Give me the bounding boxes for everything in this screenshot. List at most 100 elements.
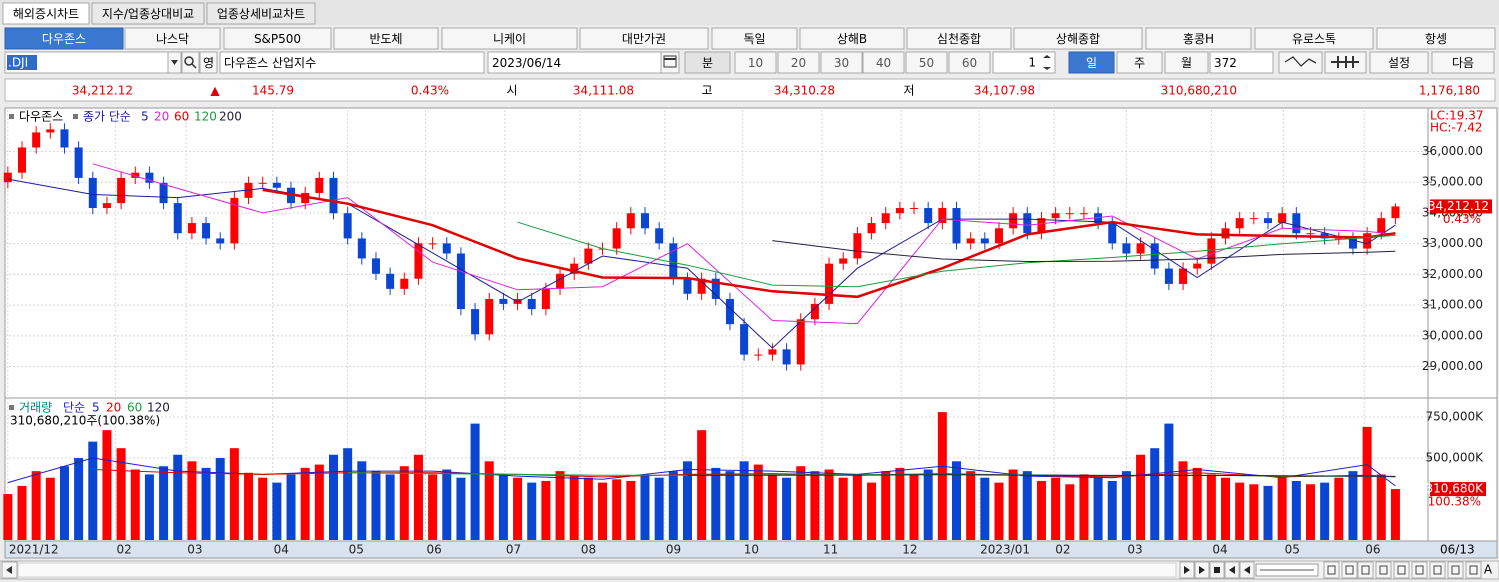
volume-bar (1263, 485, 1273, 540)
minute-option[interactable] (734, 51, 777, 74)
candle-body (485, 298, 494, 335)
volume-bar (1008, 469, 1018, 540)
volume-bar (1036, 480, 1046, 540)
next-button[interactable] (1431, 51, 1495, 74)
candle-body (272, 182, 281, 188)
minute-option[interactable] (948, 51, 991, 74)
tool-button[interactable] (1429, 561, 1446, 579)
market-button[interactable] (124, 27, 221, 50)
candle-body (1391, 206, 1400, 219)
candle-body (145, 172, 154, 183)
minute-option[interactable] (777, 51, 820, 74)
market-button[interactable] (1145, 27, 1252, 50)
x-tick-label: 02 (1055, 543, 1070, 557)
period-button[interactable] (1116, 51, 1163, 74)
candle-body (343, 213, 352, 239)
tool-button[interactable] (1411, 561, 1428, 579)
name-field[interactable] (219, 51, 485, 74)
tool-button[interactable] (1465, 561, 1482, 579)
volume-bar (668, 471, 678, 540)
y-tick-label: 30,000.00 (1422, 328, 1483, 342)
market-button[interactable] (1013, 27, 1143, 50)
tool-icon (1345, 565, 1354, 575)
tool-button[interactable] (1341, 561, 1358, 579)
legend-entry: 20 (106, 401, 121, 415)
tool-button[interactable] (1393, 561, 1410, 579)
market-button[interactable] (441, 27, 578, 50)
market-button[interactable] (711, 27, 798, 50)
market-button[interactable] (4, 27, 124, 50)
market-button-label: 심천종합 (937, 31, 981, 46)
x-tick-label: 10 (744, 543, 759, 557)
candle-body (754, 354, 763, 356)
period-button[interactable] (1164, 51, 1209, 74)
volume-tag (1430, 482, 1486, 497)
minute-option-label: 30 (834, 56, 849, 70)
tab[interactable] (206, 2, 316, 25)
minute-option-label: 60 (962, 56, 977, 70)
axis-annotation: HC:-7.42 (1430, 121, 1483, 135)
x-tick-label: 06 (427, 543, 442, 557)
candle-body (740, 324, 749, 355)
settings-button[interactable] (1369, 51, 1429, 74)
count-field[interactable] (1209, 51, 1274, 74)
volume-bar (300, 467, 310, 540)
candle-body (1278, 213, 1287, 224)
market-button[interactable] (223, 27, 332, 50)
volume-bar (498, 474, 508, 540)
market-button[interactable] (1254, 27, 1374, 50)
y-tick-label: 750,000K (1426, 410, 1485, 424)
tool-button[interactable] (1323, 561, 1340, 579)
calendar-button[interactable] (660, 51, 680, 74)
market-button[interactable] (333, 27, 439, 50)
market-button[interactable] (799, 27, 905, 50)
market-button[interactable] (1376, 27, 1496, 50)
tab[interactable] (2, 2, 90, 25)
minute-option[interactable] (820, 51, 863, 74)
volume-bar (583, 477, 593, 540)
period-button-label: 일 (1086, 56, 1097, 70)
minute-option[interactable] (862, 51, 905, 74)
volume-bar (980, 477, 990, 540)
count-field-label: 372 (1214, 56, 1237, 70)
market-button-label: 니케이 (493, 32, 526, 46)
tab[interactable] (91, 2, 205, 25)
period-button[interactable] (1068, 51, 1115, 74)
x-tick-label: 05 (349, 543, 364, 557)
line-tool-button[interactable] (1278, 51, 1323, 74)
market-button[interactable] (579, 27, 709, 50)
market-button-label: 상해종합 (1056, 32, 1100, 46)
x-tick-label: 04 (274, 543, 289, 557)
search-icon (184, 56, 194, 66)
volume-bar (1235, 482, 1245, 540)
volume-bar (1051, 477, 1061, 540)
volume-bar (682, 461, 692, 540)
minute-button[interactable] (684, 51, 731, 74)
tool-button[interactable] (1375, 561, 1392, 579)
volume-bar (753, 464, 763, 540)
candle-body (612, 228, 621, 249)
candle-body (60, 129, 69, 148)
volume-bar (357, 461, 367, 540)
candle-body (825, 263, 834, 304)
unit-spinner[interactable] (992, 51, 1056, 74)
candle-body (513, 298, 522, 304)
volume-bar (286, 474, 296, 540)
quote-low: 34,107.98 (974, 84, 1035, 98)
minute-option[interactable] (905, 51, 948, 74)
calendar-icon (663, 55, 677, 68)
candle-body (1306, 233, 1315, 235)
volume-bar (456, 477, 466, 540)
tool-button[interactable] (1447, 561, 1464, 579)
volume-bar (640, 474, 650, 540)
candle-body (980, 238, 989, 244)
market-button[interactable] (906, 27, 1012, 50)
volume-bar (909, 474, 919, 540)
candle-body (1193, 263, 1202, 269)
tool-button[interactable] (1357, 561, 1374, 579)
tab-label: 해외증시차트 (13, 7, 79, 21)
candle-body (400, 278, 409, 289)
lang-button[interactable] (199, 51, 218, 74)
volume-bar (343, 448, 353, 540)
